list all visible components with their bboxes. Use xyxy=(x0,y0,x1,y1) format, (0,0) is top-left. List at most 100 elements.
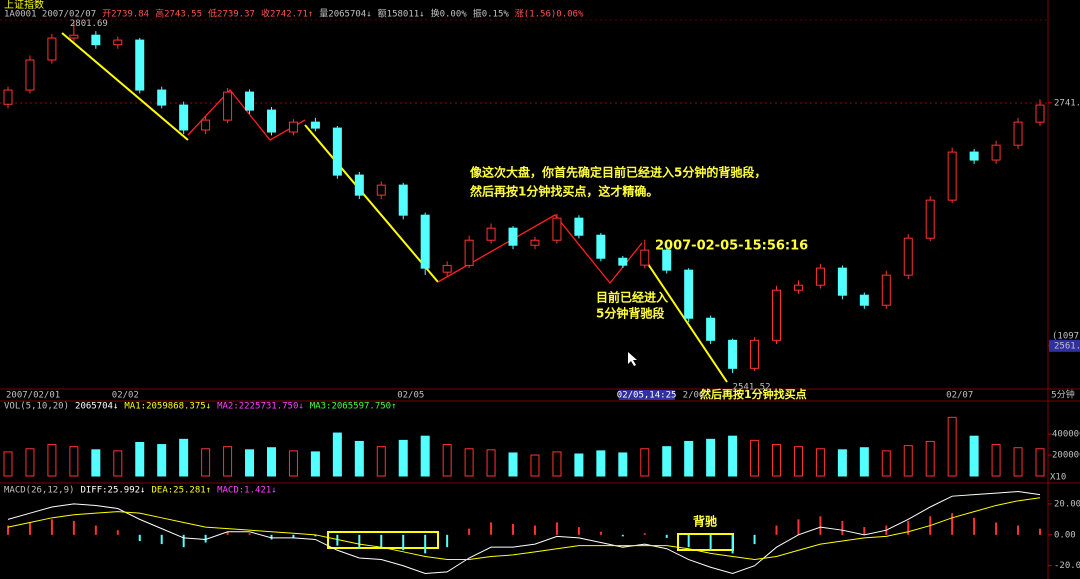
segment xyxy=(187,89,306,141)
annotation: 5分钟背驰段 xyxy=(596,306,665,321)
annotation: 然后再按1分钟找买点 xyxy=(700,387,807,401)
header-item: 收2742.71↑ xyxy=(261,8,313,20)
cursor xyxy=(628,352,637,366)
volume-bar xyxy=(925,440,935,477)
candle-body xyxy=(25,59,35,91)
header-item: VOL(5,10,20) xyxy=(4,402,69,412)
header-item: MACD:1.421↓ xyxy=(217,486,277,496)
volume-bar xyxy=(398,439,408,477)
header-item: 换0.00% xyxy=(431,8,468,20)
candle-body xyxy=(1035,104,1045,123)
candle-body xyxy=(223,91,233,121)
candle-body xyxy=(947,151,957,201)
header-item: MA3:2065597.750↑ xyxy=(310,402,397,412)
header-item: 高2743.55 xyxy=(155,8,202,20)
volume-bar xyxy=(420,435,430,477)
candle-body xyxy=(1013,121,1023,146)
candle-body xyxy=(750,339,760,369)
volume-bar xyxy=(728,435,738,477)
candle-body xyxy=(464,239,474,266)
candle-body xyxy=(486,227,496,241)
candle-body xyxy=(332,127,342,176)
header-item: 量2065704↓ xyxy=(319,9,371,20)
candle-body xyxy=(662,249,672,271)
candle-body xyxy=(69,34,79,39)
candle-body xyxy=(574,217,584,236)
volume-bar xyxy=(618,452,628,477)
volume-bar xyxy=(574,453,584,477)
volume-bar xyxy=(662,446,672,477)
candle-body xyxy=(179,104,189,131)
volume-bar xyxy=(47,444,57,477)
volume-bar xyxy=(376,446,386,477)
candle-body xyxy=(201,119,211,131)
volume-bar xyxy=(69,446,79,477)
candle-body xyxy=(552,217,562,241)
header-item: 低2739.37 xyxy=(208,8,255,20)
volume-bar xyxy=(464,448,474,477)
candle-body xyxy=(420,214,430,269)
x-tick-label: 02/02 xyxy=(112,391,139,401)
tick-highlight xyxy=(1049,339,1080,352)
y-tick-label: 20.00 xyxy=(1054,499,1080,509)
volume-bar xyxy=(772,444,782,477)
candle-body xyxy=(969,151,979,161)
candle-body xyxy=(288,121,298,133)
period-label: 5分钟 xyxy=(1051,389,1075,401)
candle-body xyxy=(859,294,869,306)
annotation: 然后再按1分钟找买点，这才精确。 xyxy=(470,184,658,199)
y-tick-label: -20.00 xyxy=(1054,561,1080,571)
x-tick-label: 02/05,14:25 xyxy=(617,391,677,401)
candle-body xyxy=(640,249,650,266)
volume-bar xyxy=(223,446,233,477)
volume-bar xyxy=(245,449,255,477)
arrow xyxy=(304,124,439,283)
candle-body xyxy=(793,284,803,291)
volume-bar xyxy=(684,440,694,477)
low-label: 2541.52 xyxy=(733,383,771,393)
volume-bar xyxy=(113,450,123,477)
candle-body xyxy=(991,144,1001,161)
volume-bar xyxy=(354,440,364,477)
candle-body xyxy=(245,91,255,111)
y-tick-label: 2561.61 xyxy=(1054,341,1080,351)
volume-bar xyxy=(881,450,891,477)
volume-bar xyxy=(640,448,650,477)
x-tick-label: 2007/02/01 xyxy=(6,391,60,401)
candle-body xyxy=(266,109,276,133)
y-tick-label: 0.00 xyxy=(1054,530,1076,540)
volume-bar xyxy=(969,435,979,477)
volume-bar xyxy=(25,448,35,477)
x-highlight xyxy=(618,390,675,400)
candle-body xyxy=(728,339,738,369)
annotation: 2007-02-05-15:56:16 xyxy=(655,239,808,254)
volume-bar xyxy=(552,451,562,477)
macd-line xyxy=(7,497,1041,561)
x-tick-label: 02/07 xyxy=(946,391,973,401)
volume-bar xyxy=(91,449,101,477)
candle-body xyxy=(903,237,913,276)
volume-bar xyxy=(837,449,847,477)
header-item: 涨(1.56)0.06% xyxy=(515,9,584,20)
candle-body xyxy=(91,34,101,46)
volume-bar xyxy=(157,444,167,477)
annotation: 目前已经进入 xyxy=(596,290,668,305)
volume-bar xyxy=(310,451,320,477)
unit-label: X10 xyxy=(1050,473,1066,483)
candle-body xyxy=(354,174,364,196)
candle-body xyxy=(310,121,320,129)
volume-bar xyxy=(793,446,803,477)
volume-bar xyxy=(266,447,276,477)
candle-body xyxy=(815,267,825,286)
candle-body xyxy=(442,264,452,273)
header-item: 开2739.84 xyxy=(102,9,149,20)
candle-body xyxy=(508,227,518,246)
x-tick-label: 2/06 xyxy=(683,391,705,401)
candle-body xyxy=(113,39,123,46)
candle-body xyxy=(376,184,386,196)
x-tick-label: 02/05 xyxy=(397,391,424,401)
chart-title: 上证指数 xyxy=(4,0,44,11)
candle-body xyxy=(925,199,935,239)
volume-bar xyxy=(332,432,342,477)
header-item: MA1:2059868.375↓ xyxy=(124,402,211,412)
